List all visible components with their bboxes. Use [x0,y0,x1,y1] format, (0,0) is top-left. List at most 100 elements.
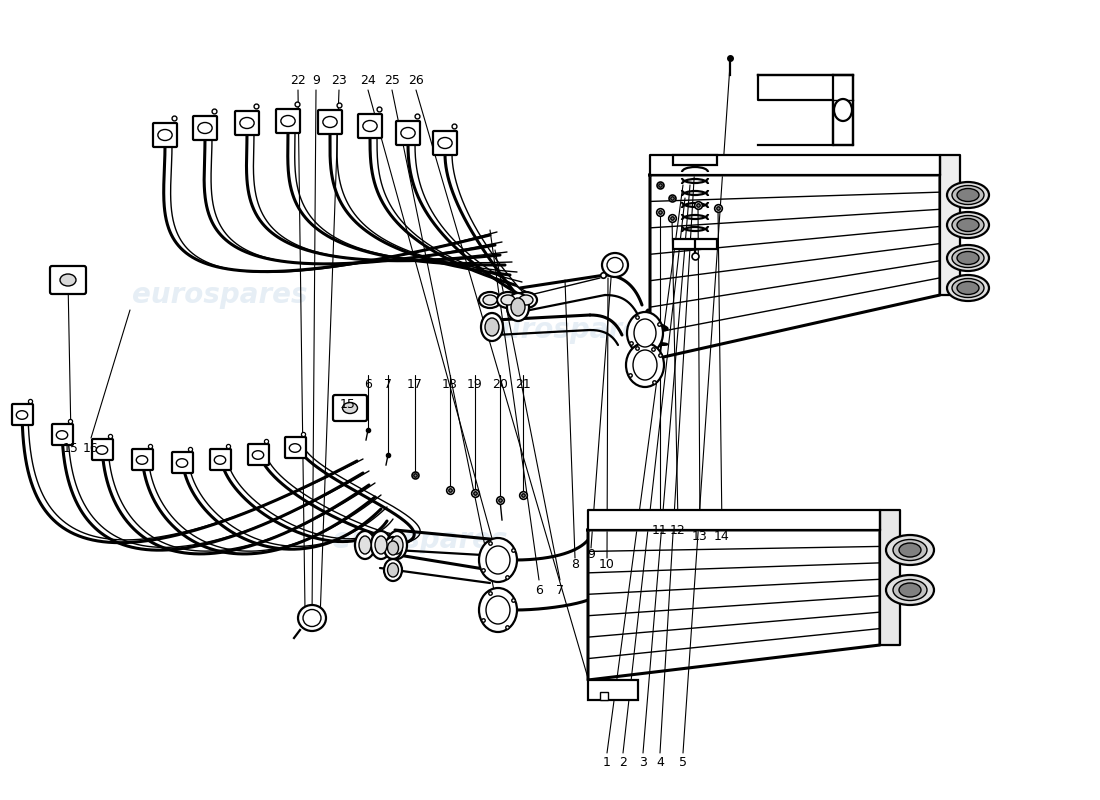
Ellipse shape [957,251,979,265]
Text: 19: 19 [468,378,483,391]
Text: 1: 1 [603,757,611,770]
Ellipse shape [240,118,254,129]
FancyBboxPatch shape [276,109,300,133]
FancyBboxPatch shape [248,444,270,465]
Text: 13: 13 [692,530,708,543]
Ellipse shape [957,189,979,202]
Ellipse shape [957,218,979,231]
Text: 24: 24 [360,74,376,86]
Bar [673,239,717,249]
FancyBboxPatch shape [132,449,153,470]
Ellipse shape [952,215,984,234]
Ellipse shape [198,122,212,134]
Ellipse shape [359,536,371,554]
Bar [588,680,638,700]
Ellipse shape [893,579,927,601]
FancyBboxPatch shape [50,266,86,294]
FancyBboxPatch shape [92,439,113,460]
Ellipse shape [626,343,664,387]
Ellipse shape [507,293,529,321]
Ellipse shape [886,535,934,565]
Text: 8: 8 [571,558,579,571]
Ellipse shape [400,127,415,138]
FancyBboxPatch shape [396,121,420,145]
Ellipse shape [483,295,497,305]
Polygon shape [880,510,900,645]
FancyBboxPatch shape [12,404,33,425]
Ellipse shape [16,410,28,419]
FancyBboxPatch shape [172,452,192,473]
Ellipse shape [632,350,657,380]
Text: 9: 9 [312,74,320,86]
Ellipse shape [363,121,377,131]
Ellipse shape [302,610,321,626]
Text: 6: 6 [535,583,543,597]
Ellipse shape [214,456,225,464]
Polygon shape [650,175,940,360]
Ellipse shape [627,312,663,354]
Ellipse shape [60,274,76,286]
Ellipse shape [481,313,503,341]
Ellipse shape [371,531,390,559]
Ellipse shape [899,583,921,597]
Ellipse shape [298,605,326,631]
Text: 25: 25 [384,74,400,86]
Ellipse shape [56,430,68,439]
Ellipse shape [947,275,989,301]
Ellipse shape [500,295,515,305]
Text: 14: 14 [714,530,730,543]
Ellipse shape [607,258,623,273]
Ellipse shape [886,575,934,605]
Text: eurospares: eurospares [482,316,658,344]
Ellipse shape [355,531,375,559]
Ellipse shape [390,536,403,554]
Text: 9: 9 [587,549,595,562]
Text: 4: 4 [656,757,664,770]
FancyBboxPatch shape [192,116,217,140]
Ellipse shape [387,563,398,577]
Ellipse shape [947,182,989,208]
Ellipse shape [497,292,519,308]
FancyBboxPatch shape [285,437,306,458]
Ellipse shape [485,318,499,336]
Ellipse shape [834,99,852,121]
Polygon shape [758,75,852,145]
Ellipse shape [947,212,989,238]
FancyBboxPatch shape [358,114,382,138]
Text: 26: 26 [408,74,424,86]
Ellipse shape [387,541,398,555]
Ellipse shape [280,115,295,126]
Ellipse shape [952,278,984,298]
Ellipse shape [952,249,984,267]
FancyBboxPatch shape [52,424,73,445]
Text: 17: 17 [407,378,422,391]
FancyBboxPatch shape [210,449,231,470]
Ellipse shape [384,537,402,559]
Ellipse shape [478,538,517,582]
Text: 12: 12 [670,523,686,537]
Bar [600,692,608,700]
Ellipse shape [384,559,402,581]
Ellipse shape [158,130,172,141]
FancyBboxPatch shape [235,111,258,135]
Ellipse shape [519,295,534,305]
Polygon shape [650,155,940,175]
Ellipse shape [478,588,517,632]
FancyBboxPatch shape [433,131,456,155]
Ellipse shape [342,402,358,414]
Ellipse shape [252,450,264,459]
Ellipse shape [634,319,656,347]
Ellipse shape [176,458,188,467]
Text: eurospares: eurospares [332,526,508,554]
Text: eurospares: eurospares [132,281,308,309]
Ellipse shape [97,446,108,454]
Polygon shape [588,530,880,680]
Ellipse shape [515,292,537,308]
Text: 7: 7 [384,378,392,391]
Ellipse shape [893,539,927,561]
Text: 22: 22 [290,74,306,86]
Ellipse shape [289,444,300,452]
Text: 15: 15 [340,398,356,411]
FancyBboxPatch shape [333,395,367,421]
Text: 18: 18 [442,378,458,391]
